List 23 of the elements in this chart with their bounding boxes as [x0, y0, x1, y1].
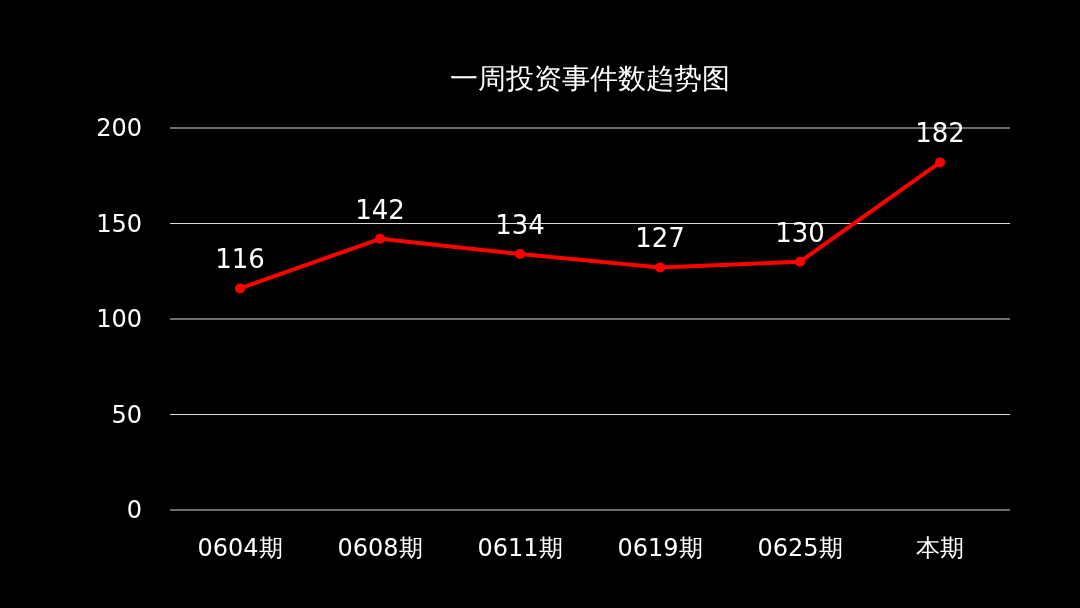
- data-label: 142: [355, 194, 405, 225]
- point: [515, 249, 525, 260]
- data-label: 130: [775, 217, 825, 248]
- x-tick-label: 0611期: [477, 534, 563, 562]
- y-tick-label: 100: [96, 305, 142, 334]
- point: [655, 262, 665, 273]
- point: [935, 157, 945, 168]
- data-label: 182: [915, 118, 965, 149]
- point: [375, 233, 385, 244]
- x-tick-label: 本期: [916, 534, 964, 562]
- point: [235, 283, 245, 294]
- chart-title: 一周投资事件数趋势图: [450, 62, 730, 95]
- x-tick-label: 0619期: [617, 534, 703, 562]
- y-tick-label: 200: [96, 114, 142, 143]
- x-tick-label: 0625期: [757, 534, 843, 562]
- point: [795, 256, 805, 267]
- data-label: 127: [635, 223, 685, 254]
- y-tick-label: 150: [96, 209, 142, 238]
- y-tick-label: 0: [126, 496, 142, 525]
- x-tick-label: 0608期: [337, 534, 423, 562]
- y-tick-label: 50: [111, 400, 142, 429]
- data-label: 116: [215, 244, 265, 275]
- x-tick-label: 0604期: [197, 534, 283, 562]
